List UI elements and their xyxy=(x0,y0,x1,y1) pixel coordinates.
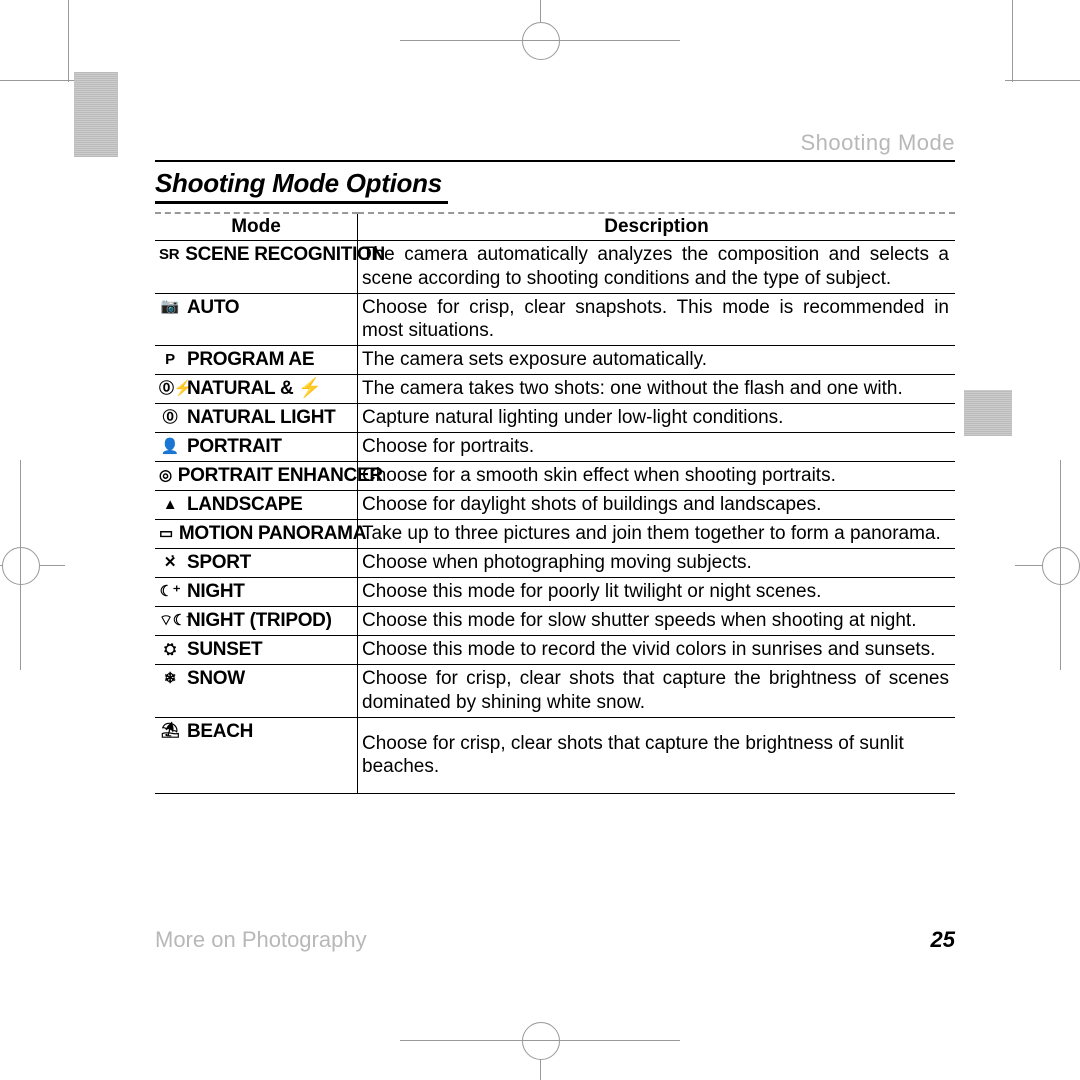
mode-label: PORTRAIT ENHANCER xyxy=(178,464,383,488)
mode-label: SUNSET xyxy=(187,638,262,662)
p-icon: P xyxy=(159,351,181,370)
portrait-icon: 👤 xyxy=(159,438,181,457)
col-mode: Mode xyxy=(155,213,358,241)
mode-label: SPORT xyxy=(187,551,251,575)
night-icon: ☾⁺ xyxy=(159,583,181,602)
sr-auto-icon: SR xyxy=(159,246,179,265)
table-row: ▲ LANDSCAPE Choose for daylight shots of b… xyxy=(155,491,955,520)
mode-description: Take up to three pictures and join them … xyxy=(358,520,956,549)
mode-description: The camera sets exposure automatically. xyxy=(358,346,956,375)
camera-icon: 📷 xyxy=(159,298,181,317)
shooting-mode-table: Mode Description SRSCENE RECOGNITIONThe … xyxy=(155,212,955,794)
sport-icon: ✕̇ xyxy=(159,554,181,573)
table-row: ⛱ BEACH Choose for crisp, clear shots that… xyxy=(155,717,955,794)
table-row: 👤 PORTRAIT Choose for portraits. xyxy=(155,433,955,462)
table-row: ⛭ SUNSET Choose this mode to record the vi… xyxy=(155,636,955,665)
table-row: ❄ SNOW Choose for crisp, clear shots that … xyxy=(155,665,955,718)
mode-description: Choose this mode for slow shutter speeds… xyxy=(358,607,956,636)
enhancer-icon: ◎ xyxy=(159,467,172,486)
tripod-icon: ⌔☾⁺ xyxy=(159,612,181,631)
mode-description: Choose for crisp, clear snapshots. This … xyxy=(358,293,956,346)
mode-description: Choose for crisp, clear shots that captu… xyxy=(358,717,956,794)
mode-description: Choose for portraits. xyxy=(358,433,956,462)
mode-label: BEACH xyxy=(187,720,253,744)
table-row: ◎ PORTRAIT ENHANCERChoose for a smooth sk… xyxy=(155,462,955,491)
page-number: 25 xyxy=(931,927,955,953)
mode-label: MOTION PANORAMA xyxy=(179,522,366,546)
table-row: ⓪ NATURAL LIGHT Capture natural lighting u… xyxy=(155,404,955,433)
mode-description: Choose for daylight shots of buildings a… xyxy=(358,491,956,520)
table-row: ⓪⚡ NATURAL & ⚡ The camera takes two shots:… xyxy=(155,375,955,404)
nat-flash-icon: ⓪⚡ xyxy=(159,380,181,399)
table-row: P PROGRAM AE The camera sets exposure auto… xyxy=(155,346,955,375)
mode-description: Choose for a smooth skin effect when sho… xyxy=(358,462,956,491)
mode-label: LANDSCAPE xyxy=(187,493,303,517)
table-row: SR SCENE RECOGNITIONThe camera automatica… xyxy=(155,241,955,294)
table-row: ▭ MOTION PANORAMATake up to three picture… xyxy=(155,520,955,549)
running-head: Shooting Mode xyxy=(155,130,955,156)
sunset-icon: ⛭ xyxy=(159,641,181,660)
table-row: 📷 AUTO Choose for crisp, clear snapshots. … xyxy=(155,293,955,346)
header-rule xyxy=(155,160,955,162)
mode-label: SCENE RECOGNITION xyxy=(185,243,385,267)
mode-description: The camera takes two shots: one without … xyxy=(358,375,956,404)
mode-label: NATURAL & ⚡ xyxy=(187,377,322,401)
mode-description: Choose for crisp, clear shots that captu… xyxy=(358,665,956,718)
col-description: Description xyxy=(358,213,956,241)
mode-label: NATURAL LIGHT xyxy=(187,406,335,430)
beach-icon: ⛱ xyxy=(159,722,181,741)
panorama-icon: ▭ xyxy=(159,525,173,544)
footer-chapter: More on Photography xyxy=(155,927,367,953)
mode-label: NIGHT xyxy=(187,580,245,604)
table-row: ✕̇ SPORT Choose when photographing moving … xyxy=(155,549,955,578)
mode-label: PROGRAM AE xyxy=(187,348,314,372)
mode-label: SNOW xyxy=(187,667,245,691)
section-title: Shooting Mode Options xyxy=(155,168,448,204)
mode-description: The camera automatically analyzes the co… xyxy=(358,241,956,294)
snow-icon: ❄ xyxy=(159,670,181,689)
mode-description: Choose this mode for poorly lit twilight… xyxy=(358,578,956,607)
mode-label: AUTO xyxy=(187,296,239,320)
mode-label: NIGHT (TRIPOD) xyxy=(187,609,332,633)
table-row: ☾⁺ NIGHT Choose this mode for poorly lit t… xyxy=(155,578,955,607)
mode-label: PORTRAIT xyxy=(187,435,282,459)
mode-description: Capture natural lighting under low-light… xyxy=(358,404,956,433)
mode-description: Choose when photographing moving subject… xyxy=(358,549,956,578)
landscape-icon: ▲ xyxy=(159,496,181,515)
mode-description: Choose this mode to record the vivid col… xyxy=(358,636,956,665)
table-row: ⌔☾⁺ NIGHT (TRIPOD) Choose this mode for sl… xyxy=(155,607,955,636)
nat-light-icon: ⓪ xyxy=(159,409,181,428)
